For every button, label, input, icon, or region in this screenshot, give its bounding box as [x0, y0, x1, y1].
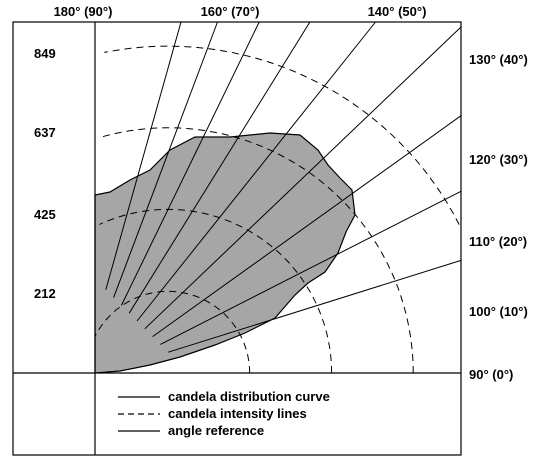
intensity-tick-212: 212 — [34, 286, 56, 301]
angle-ray-80 — [113, 21, 218, 298]
intensity-tick-425: 425 — [34, 207, 56, 222]
candela-distribution-curve — [94, 132, 356, 374]
intensity-arc-637 — [101, 127, 414, 374]
legend-label-intensity: candela intensity lines — [168, 406, 307, 421]
legend-label-curve: candela distribution curve — [168, 389, 330, 404]
intensity-tick-637: 637 — [34, 125, 56, 140]
right-label-130: 130° (40°) — [469, 52, 528, 67]
intensity-arc-425 — [99, 208, 333, 374]
right-label-90: 90° (0°) — [469, 367, 513, 382]
right-label-120: 120° (30°) — [469, 152, 528, 167]
angle-ray-20 — [160, 190, 462, 345]
angle-ray-60 — [128, 21, 311, 314]
angle-ray-10 — [168, 259, 462, 353]
right-label-110: 110° (20°) — [469, 234, 527, 249]
intensity-tick-849: 849 — [34, 46, 56, 61]
angle-reference-lines — [105, 21, 462, 353]
angle-ray-50 — [136, 21, 376, 322]
top-label-140: 140° (50°) — [368, 4, 427, 19]
legend-label-angle: angle reference — [168, 423, 264, 438]
intensity-arc-212 — [94, 290, 251, 373]
angle-ray-40 — [144, 26, 462, 330]
diagram-frame — [12, 21, 462, 456]
legend: candela distribution curve candela inten… — [118, 389, 330, 438]
angle-ray-90 — [105, 21, 182, 290]
top-label-180: 180° (90°) — [54, 4, 113, 19]
top-label-160: 160° (70°) — [201, 4, 260, 19]
right-label-100: 100° (10°) — [469, 304, 528, 319]
angle-ray-70 — [120, 21, 260, 306]
angle-ray-30 — [152, 115, 462, 338]
